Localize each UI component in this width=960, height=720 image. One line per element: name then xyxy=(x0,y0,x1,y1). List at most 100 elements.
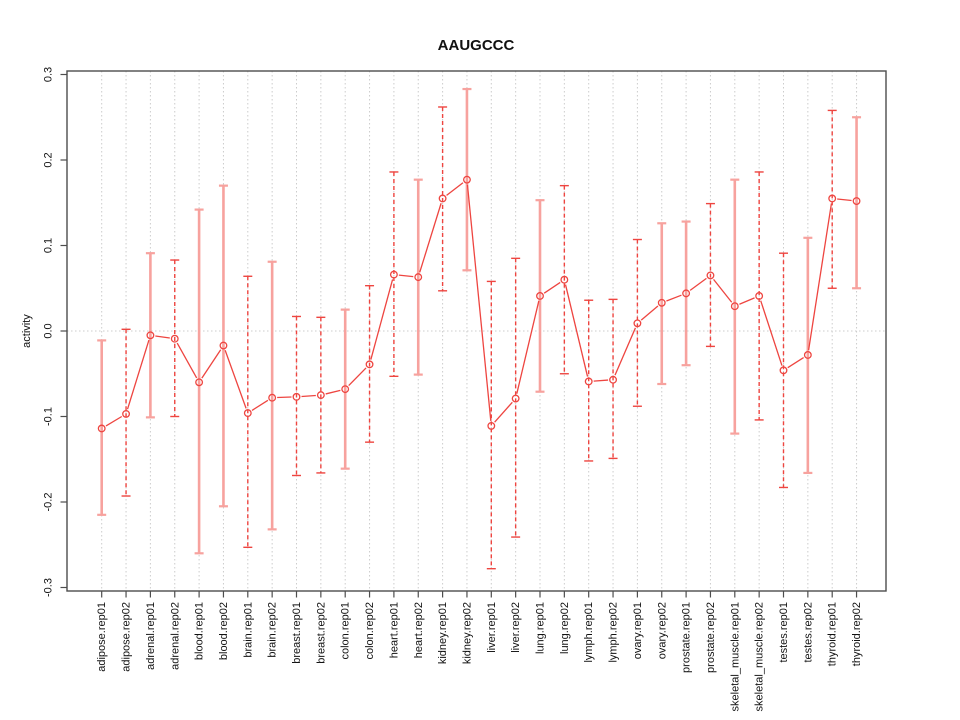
data-point xyxy=(682,289,691,298)
series-segment xyxy=(760,300,783,366)
data-point xyxy=(316,391,325,400)
errorbar-layer xyxy=(97,87,862,570)
series-line-layer xyxy=(105,182,852,427)
data-point xyxy=(584,377,593,386)
series-segment xyxy=(807,203,833,351)
data-point xyxy=(706,271,715,280)
series-segment xyxy=(325,389,341,395)
series-segment xyxy=(689,277,707,291)
series-segment xyxy=(713,278,733,303)
data-point xyxy=(779,366,788,375)
series-segment xyxy=(564,284,589,377)
x-tick-label: skeletal_muscle.rep01 xyxy=(729,602,741,711)
x-tick-label: testes.rep01 xyxy=(778,602,790,663)
data-point xyxy=(243,409,252,418)
x-tick-label: prostate.rep02 xyxy=(705,602,717,673)
x-tick-label: adrenal.rep02 xyxy=(169,602,181,670)
chart-title: AAUGCCC xyxy=(438,37,515,54)
series-segment xyxy=(301,394,316,398)
series-segment xyxy=(224,350,247,409)
x-tick-label: heart.rep01 xyxy=(388,602,400,658)
series-segment xyxy=(640,305,659,321)
data-point xyxy=(341,385,350,394)
y-tick-label: 0.3 xyxy=(43,67,55,82)
x-tick-label: adipose.rep01 xyxy=(96,602,108,672)
series-segment xyxy=(370,279,394,360)
data-point xyxy=(730,302,739,311)
y-tick-label: -0.3 xyxy=(43,578,55,597)
data-point xyxy=(292,392,301,401)
x-tick-label: heart.rep02 xyxy=(413,602,425,658)
x-tick-label: kidney.rep01 xyxy=(437,602,449,664)
grid-layer xyxy=(67,71,886,591)
series-segment xyxy=(446,182,464,196)
y-tick-label: 0.0 xyxy=(43,323,55,338)
x-tick-label: kidney.rep02 xyxy=(461,602,473,664)
data-point xyxy=(609,375,617,384)
y-axis-title: activity xyxy=(21,314,33,348)
data-point xyxy=(170,334,179,343)
data-point xyxy=(536,291,544,300)
x-tick-label: blood.rep01 xyxy=(194,602,206,660)
data-point xyxy=(852,197,861,205)
series-segment xyxy=(614,327,637,376)
series-segment xyxy=(419,203,442,273)
series-segment xyxy=(348,367,367,387)
series-segment xyxy=(398,274,414,278)
x-tick-label: colon.rep02 xyxy=(364,602,376,660)
data-point xyxy=(219,341,228,350)
data-point xyxy=(487,421,496,430)
data-point xyxy=(633,319,642,328)
x-tick-label: thyroid.rep01 xyxy=(827,602,839,666)
data-point xyxy=(414,273,423,282)
x-tick-label: blood.rep02 xyxy=(218,602,230,660)
data-point xyxy=(803,350,812,359)
x-tick-label: ovary.rep02 xyxy=(656,602,668,659)
x-tick-label: liver.rep01 xyxy=(486,602,498,653)
data-point xyxy=(463,175,471,184)
data-point xyxy=(657,298,666,307)
y-tick-label: 0.2 xyxy=(43,152,55,167)
x-tick-label: breast.rep01 xyxy=(291,602,303,664)
data-point xyxy=(122,409,130,418)
x-tick-label: colon.rep01 xyxy=(340,602,352,660)
x-tick-label: testes.rep02 xyxy=(802,602,814,663)
data-point xyxy=(755,291,764,300)
series-segment xyxy=(251,399,269,411)
data-point xyxy=(195,378,204,387)
series-segment xyxy=(155,335,170,339)
series-segment xyxy=(176,342,198,379)
x-tick-label: skeletal_muscle.rep02 xyxy=(754,602,766,711)
x-tick-label: ovary.rep01 xyxy=(632,602,644,659)
y-tick-label: -0.1 xyxy=(43,407,55,426)
data-point xyxy=(389,270,398,279)
data-point xyxy=(365,360,374,369)
x-tick-label: lymph.rep02 xyxy=(608,602,620,663)
data-point xyxy=(560,275,569,284)
series-segment xyxy=(543,281,561,294)
x-tick-label: liver.rep02 xyxy=(510,602,522,653)
x-tick-label: adipose.rep02 xyxy=(121,602,133,672)
series-segment xyxy=(739,297,755,305)
series-segment xyxy=(787,357,804,369)
series-segment xyxy=(105,415,123,427)
data-point xyxy=(97,424,106,433)
data-point xyxy=(828,194,837,203)
series-segment xyxy=(201,349,222,379)
x-tick-label: lung.rep02 xyxy=(559,602,571,654)
x-tick-label: prostate.rep01 xyxy=(681,602,693,673)
y-tick-label: 0.1 xyxy=(43,238,55,253)
x-tick-label: brain.rep02 xyxy=(267,602,279,658)
data-point xyxy=(146,331,155,340)
x-tick-label: lung.rep01 xyxy=(535,602,547,654)
series-segment xyxy=(666,294,682,302)
x-tick-label: thyroid.rep02 xyxy=(851,602,863,666)
x-tick-label: adrenal.rep01 xyxy=(145,602,157,670)
series-segment xyxy=(466,184,492,421)
series-segment xyxy=(277,396,292,399)
series-segment xyxy=(494,401,513,423)
x-tick-label: breast.rep02 xyxy=(315,602,327,664)
x-tick-label: lymph.rep01 xyxy=(583,602,595,663)
data-point-layer xyxy=(97,175,861,433)
